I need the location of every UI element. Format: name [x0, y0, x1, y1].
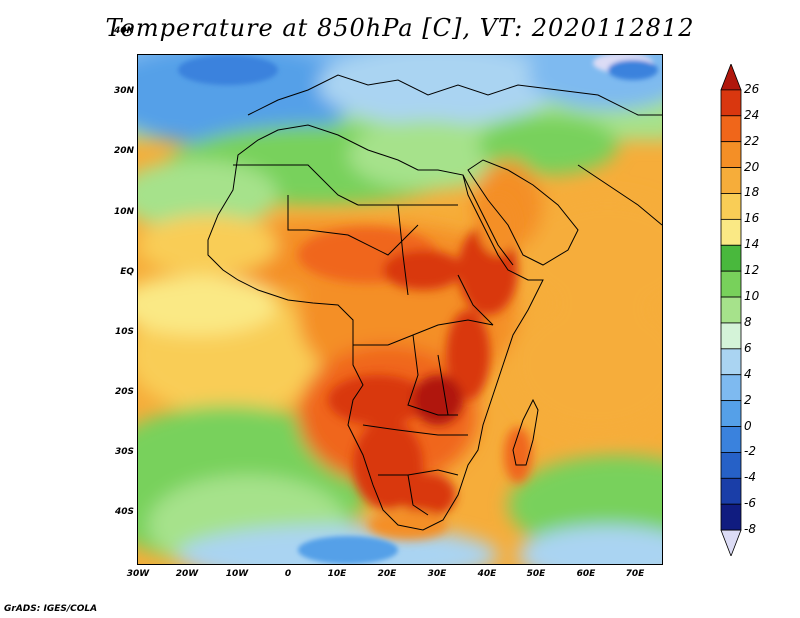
colorbar-swatch [720, 270, 742, 298]
lon-label: 30E [427, 569, 447, 579]
lat-label: 20S [114, 387, 134, 397]
colorbar-tick-label: 10 [744, 289, 760, 304]
colorbar-swatch [720, 322, 742, 350]
colorbar-swatch [720, 89, 742, 117]
coastlines [207, 74, 662, 531]
colorbar-max-arrow [720, 62, 742, 91]
lon-label: 50E [526, 569, 546, 579]
colorbar-swatch [720, 426, 742, 453]
map-title: Temperature at 850hPa [C], VT: 202011281… [105, 14, 695, 42]
colorbar-graphic [720, 62, 742, 558]
map-canvas [138, 55, 662, 564]
colorbar-swatch [720, 115, 742, 143]
colorbar-tick-label: 18 [744, 185, 760, 200]
colorbar-swatch [720, 244, 742, 272]
lat-label: 30S [114, 447, 134, 457]
credit-text: GrADS: IGES/COLA [4, 604, 98, 614]
lon-label: 0 [284, 569, 292, 579]
colorbar-tick-label: -2 [744, 444, 756, 459]
colorbar-swatch [720, 167, 742, 194]
lon-label: 30W [126, 569, 150, 579]
colorbar-tick-label: 6 [744, 340, 752, 355]
colorbar-tick-label: 22 [744, 133, 760, 148]
lat-label: 40N [113, 26, 134, 36]
lat-label: 10S [114, 327, 134, 337]
colorbar-tick-label: 4 [744, 366, 752, 381]
colorbar-tick-label: 8 [744, 314, 752, 329]
colorbar-tick-label: 12 [744, 263, 760, 278]
colorbar-tick-label: -4 [744, 470, 756, 485]
colorbar-tick-label: 24 [744, 107, 760, 122]
colorbar-swatch [720, 296, 742, 324]
lon-label: 60E [576, 569, 596, 579]
colorbar-tick-label: 0 [744, 418, 752, 433]
colorbar-tick-label: 14 [744, 237, 760, 252]
colorbar-tick-label: 20 [744, 159, 760, 174]
colorbar-tick-label: 2 [744, 392, 752, 407]
colorbar-swatch [720, 400, 742, 427]
colorbar-swatch [720, 193, 742, 220]
colorbar-min-arrow [720, 529, 742, 558]
lat-label: 10N [113, 207, 134, 217]
colorbar-swatch [720, 477, 742, 505]
colorbar-tick-label: 26 [744, 81, 760, 96]
lon-label: 10W [225, 569, 249, 579]
lon-label: 40E [477, 569, 497, 579]
colorbar-tick-label: -8 [744, 522, 756, 537]
colorbar-swatch [720, 348, 742, 376]
colorbar-swatch [720, 374, 742, 402]
lon-label: 20W [175, 569, 199, 579]
cold-spots [178, 55, 658, 564]
colorbar-tick-label: -6 [744, 496, 756, 511]
lat-label: 30N [113, 86, 134, 96]
lon-label: 20E [377, 569, 397, 579]
lat-label: 20N [113, 146, 134, 156]
hot-cores [298, 195, 532, 540]
colorbar-tick-label: 16 [744, 211, 760, 226]
colorbar-swatch [720, 218, 742, 246]
temperature-map [137, 54, 663, 565]
colorbar-swatch [720, 452, 742, 479]
lon-label: 10E [327, 569, 347, 579]
colorbar-swatch [720, 503, 742, 531]
lat-label: 40S [114, 507, 134, 517]
lon-label: 70E [625, 569, 645, 579]
colorbar [719, 62, 743, 560]
colorbar-swatch [720, 141, 742, 168]
lat-label: EQ [120, 267, 134, 277]
